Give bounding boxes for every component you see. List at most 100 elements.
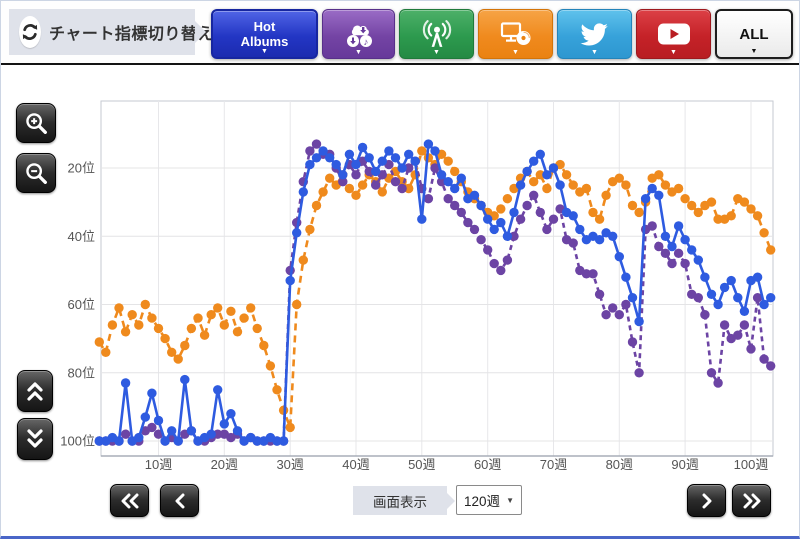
x-tick-label: 90週 — [671, 457, 698, 472]
data-point — [588, 207, 598, 218]
data-point — [180, 374, 190, 385]
data-point — [199, 330, 210, 340]
dropdown-caret-icon: ▼ — [261, 48, 268, 55]
youtube-button[interactable]: ▼ — [636, 9, 711, 59]
lookup-button[interactable]: ▼ — [478, 9, 553, 59]
scroll-prev-button[interactable] — [160, 484, 199, 517]
double-chevron-right-icon — [743, 493, 760, 508]
metric-buttons: Hot Albums ▼ ♪ ▼ — [211, 9, 793, 59]
data-point — [614, 173, 624, 183]
data-point — [502, 231, 513, 241]
data-point — [292, 228, 302, 238]
downloads-button[interactable]: ♪ ▼ — [322, 9, 395, 59]
data-point — [272, 436, 282, 446]
data-point — [766, 361, 776, 371]
data-point — [377, 187, 387, 197]
header-divider — [1, 63, 799, 65]
data-point — [173, 436, 183, 446]
data-point — [522, 166, 532, 177]
data-point — [443, 177, 453, 187]
data-point — [601, 190, 611, 200]
pan-up-button[interactable] — [17, 370, 53, 412]
data-point — [311, 153, 322, 163]
hot-albums-button[interactable]: Hot Albums ▼ — [211, 9, 318, 59]
all-metrics-button[interactable]: ALL ▼ — [715, 9, 793, 59]
data-point — [153, 323, 164, 334]
data-point — [713, 378, 723, 388]
data-point — [476, 235, 486, 245]
data-point — [627, 293, 638, 303]
data-point — [489, 258, 499, 269]
select-caret-icon: ▼ — [506, 495, 514, 505]
data-point — [766, 245, 776, 255]
data-point — [594, 214, 605, 224]
twitter-button[interactable]: ▼ — [557, 9, 632, 59]
data-point — [213, 303, 223, 313]
data-point — [706, 289, 717, 299]
data-point — [673, 248, 684, 258]
data-point — [660, 231, 671, 241]
data-point — [739, 306, 750, 316]
data-point — [114, 303, 124, 313]
data-point — [634, 368, 644, 378]
data-point — [502, 255, 513, 265]
axis-labels: 10週 20週 30週 40週 50週 60週 70週 80週 90週 100週 20位 40位 60位… — [60, 161, 768, 473]
data-point — [693, 293, 703, 303]
pan-down-button[interactable] — [17, 418, 53, 460]
x-tick-label: 30週 — [276, 457, 303, 472]
x-tick-label: 60週 — [474, 457, 501, 472]
data-point — [318, 187, 328, 197]
data-point — [634, 316, 644, 327]
zoom-out-button[interactable] — [16, 153, 56, 193]
data-point — [588, 269, 598, 279]
data-point — [627, 337, 638, 347]
data-point — [153, 415, 164, 426]
data-point — [397, 183, 407, 194]
data-point — [581, 183, 592, 194]
data-point — [325, 153, 335, 163]
data-point — [515, 214, 526, 224]
data-point — [496, 204, 506, 214]
data-point — [423, 139, 434, 149]
dropdown-caret-icon: ▼ — [591, 49, 598, 56]
data-point — [654, 190, 664, 200]
scroll-next-button[interactable] — [687, 484, 726, 517]
data-point — [410, 156, 420, 166]
data-point — [272, 385, 282, 395]
data-point — [305, 146, 315, 156]
airplay-button[interactable]: ▼ — [399, 9, 474, 59]
data-point — [114, 436, 124, 446]
data-point — [594, 289, 605, 299]
data-point — [101, 347, 111, 357]
data-point — [219, 419, 229, 429]
data-point — [489, 224, 499, 235]
data-point — [621, 180, 631, 190]
display-range-label: 画面表示 — [353, 486, 455, 515]
data-point — [213, 385, 223, 395]
data-point — [456, 207, 466, 218]
data-point — [404, 183, 414, 194]
dropdown-caret-icon: ▼ — [512, 49, 519, 56]
data-point — [160, 333, 170, 344]
data-point — [680, 258, 690, 269]
data-point — [232, 327, 243, 337]
data-point — [548, 214, 559, 224]
data-point — [160, 436, 170, 446]
y-tick-label: 80位 — [68, 365, 95, 380]
scroll-last-button[interactable] — [732, 484, 771, 517]
data-point — [746, 344, 756, 354]
data-point — [502, 194, 513, 204]
data-point — [357, 180, 368, 190]
zoom-in-button[interactable] — [16, 103, 56, 143]
data-point — [469, 224, 480, 235]
data-point — [120, 327, 131, 337]
data-point — [700, 272, 710, 282]
display-range-select[interactable]: 120週 ▼ — [456, 485, 522, 515]
data-point — [542, 170, 552, 180]
scroll-first-button[interactable] — [110, 484, 149, 517]
twitter-icon — [579, 23, 608, 46]
data-point — [614, 252, 624, 262]
data-point — [186, 323, 197, 334]
data-point — [186, 426, 197, 436]
